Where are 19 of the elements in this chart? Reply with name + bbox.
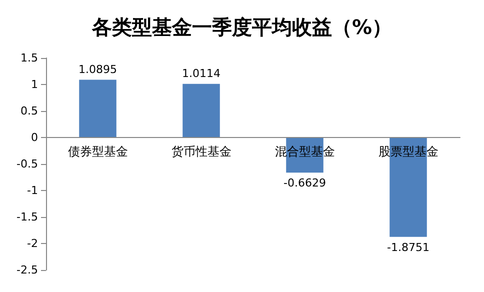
data-label: -1.8751: [387, 240, 430, 254]
data-label: 1.0895: [78, 62, 117, 76]
y-tick-label: -1.5: [16, 210, 38, 224]
bar: [79, 80, 116, 138]
data-label: -0.6629: [284, 176, 326, 190]
chart-title: 各类型基金一季度平均收益（%）: [90, 15, 392, 39]
y-tick-label: 0: [31, 131, 38, 144]
y-tick-label: -2: [27, 237, 38, 250]
bar: [182, 84, 220, 138]
y-tick-label: 1.5: [20, 52, 38, 64]
y-tick-label: -2.5: [16, 264, 38, 276]
data-label: 1.0114: [182, 66, 220, 80]
y-tick-label: 1: [31, 78, 38, 91]
x-tick-label: 货币性基金: [171, 144, 232, 158]
y-tick-label: 0.5: [20, 104, 38, 118]
x-tick-label: 债券型基金: [68, 144, 128, 158]
y-tick-label: -1: [27, 184, 38, 197]
y-tick-label: -0.5: [16, 158, 38, 170]
bar: [390, 138, 427, 237]
